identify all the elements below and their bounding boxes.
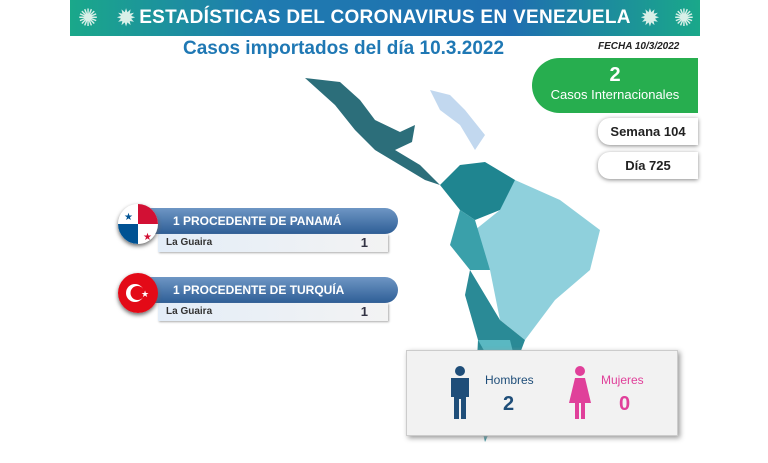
state-name: La Guaira <box>166 237 213 248</box>
women-label: Mujeres <box>601 373 644 387</box>
virus-icon: ✺ <box>78 5 99 32</box>
state-count: 1 <box>360 304 368 319</box>
international-cases-badge: 2 Casos Internacionales <box>532 58 698 113</box>
origin-title: 1 PROCEDENTE DE TURQUÍA <box>148 277 398 303</box>
svg-text:★: ★ <box>141 289 149 299</box>
day-badge: Día 725 <box>598 152 698 179</box>
international-count: 2 <box>609 64 621 86</box>
women-count: 0 <box>619 393 631 415</box>
woman-icon <box>569 366 591 419</box>
virus-icon: ✹ <box>639 5 660 32</box>
subtitle: Casos importados del día 10.3.2022 <box>183 38 505 59</box>
international-label: Casos Internacionales <box>550 87 680 102</box>
state-count: 1 <box>360 235 368 250</box>
men-count: 2 <box>503 393 515 415</box>
date-label: FECHA 10/3/2022 <box>598 41 680 52</box>
origin-row: La Guaira 1 <box>158 303 388 321</box>
turkey-flag-icon: ★ <box>118 273 158 313</box>
week-badge: Semana 104 <box>598 118 698 145</box>
panama-flag-icon: ★ ★ <box>118 204 158 244</box>
svg-text:★: ★ <box>143 232 152 243</box>
men-label: Hombres <box>485 373 534 387</box>
virus-icon: ✹ <box>116 5 137 32</box>
state-name: La Guaira <box>166 306 213 317</box>
virus-icon: ✺ <box>673 5 694 32</box>
gender-panel: Hombres 2 Mujeres 0 <box>406 350 678 436</box>
man-icon <box>451 366 469 419</box>
origin-row: La Guaira 1 <box>158 234 388 252</box>
header-banner: ✺ ✹ ESTADÍSTICAS DEL CORONAVIRUS EN VENE… <box>70 0 700 36</box>
origin-title: 1 PROCEDENTE DE PANAMÁ <box>148 208 398 234</box>
page-title: ESTADÍSTICAS DEL CORONAVIRUS EN VENEZUEL… <box>139 7 631 28</box>
svg-text:★: ★ <box>124 212 133 223</box>
